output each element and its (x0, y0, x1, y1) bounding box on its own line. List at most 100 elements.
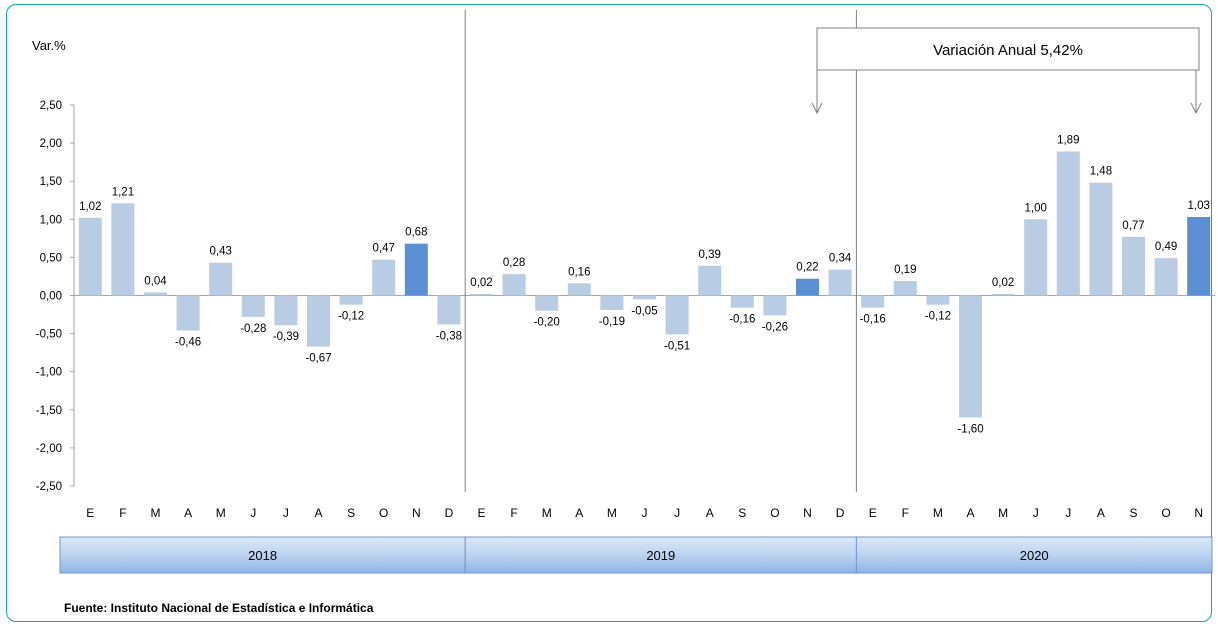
y-tick-label: -2,50 (36, 481, 62, 493)
x-tick-label: J (674, 506, 680, 520)
bar (1122, 236, 1145, 296)
data-label: 0,22 (796, 262, 818, 274)
data-label: -1,60 (957, 423, 983, 435)
y-tick-label: 2,00 (40, 138, 62, 150)
data-label: 0,34 (829, 253, 852, 265)
y-tick-label: 1,50 (40, 176, 62, 188)
x-tick-label: J (250, 506, 256, 520)
annotation-box (816, 27, 1200, 71)
y-tick-label: 0,00 (40, 291, 62, 303)
bar (828, 269, 852, 296)
y-tick-label: 1,00 (40, 214, 62, 226)
annotation-text: Variación Anual 5,42% (933, 42, 1083, 59)
x-tick-label: E (86, 506, 94, 520)
bar (1154, 258, 1178, 296)
x-tick-label: F (119, 506, 126, 520)
x-tick-label: A (1097, 506, 1105, 520)
y-tick-label: -2,00 (36, 443, 62, 455)
x-tick-label: D (836, 506, 845, 520)
source-note: Fuente: Instituto Nacional de Estadístic… (64, 601, 374, 615)
year-label: 2018 (248, 548, 277, 563)
annotation-arrowhead (1190, 102, 1202, 115)
bar (404, 243, 428, 296)
y-tick-label: 2,50 (40, 100, 62, 112)
bar (307, 295, 330, 347)
bar (698, 265, 722, 296)
data-label: 1,89 (1057, 134, 1079, 146)
bar (176, 295, 200, 331)
bar (437, 295, 461, 325)
x-tick-label: A (575, 506, 583, 520)
data-label: -0,28 (240, 323, 266, 335)
year-band (464, 536, 857, 574)
x-tick-label: J (1065, 506, 1071, 520)
bar (144, 292, 167, 296)
data-label: 0,02 (470, 277, 492, 289)
bar (502, 274, 526, 296)
data-label: -0,05 (631, 305, 657, 317)
x-tick-label: E (869, 506, 877, 520)
bar (633, 295, 656, 300)
bar (241, 295, 265, 317)
chart-frame (6, 4, 1212, 622)
year-label: 2019 (646, 548, 675, 563)
bar (209, 262, 233, 296)
data-label: -0,12 (925, 311, 951, 323)
bar (470, 293, 493, 296)
data-label: 1,48 (1090, 166, 1112, 178)
bar (763, 295, 787, 316)
data-label: -0,20 (534, 317, 560, 329)
bar (600, 295, 624, 310)
bar (339, 295, 363, 305)
bar (567, 283, 591, 296)
x-tick-label: M (933, 506, 943, 520)
data-label: -0,46 (175, 337, 201, 349)
bar (1024, 219, 1048, 296)
data-label: 1,21 (112, 186, 134, 198)
year-label: 2020 (1020, 548, 1049, 563)
data-label: 0,19 (894, 264, 916, 276)
y-tick-label: -1,00 (36, 367, 62, 379)
data-label: -0,38 (436, 330, 462, 342)
x-tick-label: O (1161, 506, 1170, 520)
data-label: -0,16 (729, 314, 755, 326)
data-label: -0,12 (338, 311, 364, 323)
annotation-arrowhead (811, 102, 823, 115)
x-tick-label: A (966, 506, 974, 520)
bar (893, 281, 917, 296)
data-label: 1,00 (1025, 202, 1047, 214)
x-tick-label: M (607, 506, 617, 520)
bar (535, 295, 559, 311)
data-label: -0,26 (762, 321, 788, 333)
x-tick-label: J (283, 506, 289, 520)
data-label: 0,02 (992, 277, 1014, 289)
bar (372, 259, 396, 296)
y-tick-label: 0,50 (40, 252, 62, 264)
bar (665, 295, 689, 335)
data-label: 0,49 (1155, 241, 1177, 253)
data-label: 0,04 (144, 275, 167, 287)
x-tick-label: E (477, 506, 485, 520)
x-tick-label: N (412, 506, 421, 520)
x-tick-label: M (542, 506, 552, 520)
bar (861, 295, 885, 308)
x-tick-label: J (642, 506, 648, 520)
y-tick-label: -1,50 (36, 405, 62, 417)
bar (926, 295, 950, 305)
x-tick-label: O (770, 506, 779, 520)
data-label: 0,39 (699, 249, 721, 261)
y-tick-label: -0,50 (36, 329, 62, 341)
data-label: 0,68 (405, 227, 427, 239)
bar (78, 217, 102, 296)
bar (991, 293, 1015, 296)
bar (1089, 182, 1113, 296)
bar (1187, 217, 1211, 296)
bar (274, 295, 298, 326)
bar (796, 278, 819, 296)
data-label: 0,77 (1122, 220, 1144, 232)
data-label: -0,16 (860, 314, 886, 326)
x-tick-label: F (902, 506, 909, 520)
x-tick-label: M (216, 506, 226, 520)
data-label: -0,39 (273, 331, 299, 343)
x-tick-label: S (1129, 506, 1137, 520)
